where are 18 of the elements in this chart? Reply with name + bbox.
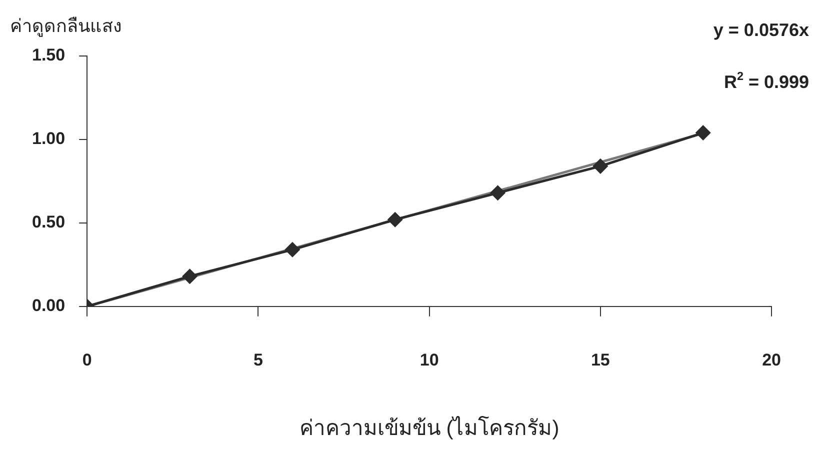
text: y = 0.0576x [713, 20, 810, 40]
x-tick-label: 10 [420, 350, 439, 370]
y-tick-label: 0.50 [32, 212, 66, 232]
point [490, 186, 506, 200]
y-tick-label: 1.50 [32, 46, 66, 65]
x-tick-label: 0 [82, 350, 92, 370]
x-tick-label: 5 [253, 350, 263, 370]
point [182, 269, 198, 284]
x-tick-label: 15 [590, 350, 610, 370]
y-axis-title: ค่าดูดกลืนแสง [10, 16, 122, 37]
y-tick-label: 0.00 [32, 296, 66, 316]
y-tick-label: 1.00 [32, 129, 66, 148]
point [593, 158, 608, 174]
x-axis-title: ค่าความเข้มข้น (ไมโครกรัม) [299, 416, 560, 440]
x-tick-label: 20 [762, 350, 782, 370]
point [285, 242, 300, 257]
point [388, 212, 402, 227]
point [696, 126, 710, 140]
